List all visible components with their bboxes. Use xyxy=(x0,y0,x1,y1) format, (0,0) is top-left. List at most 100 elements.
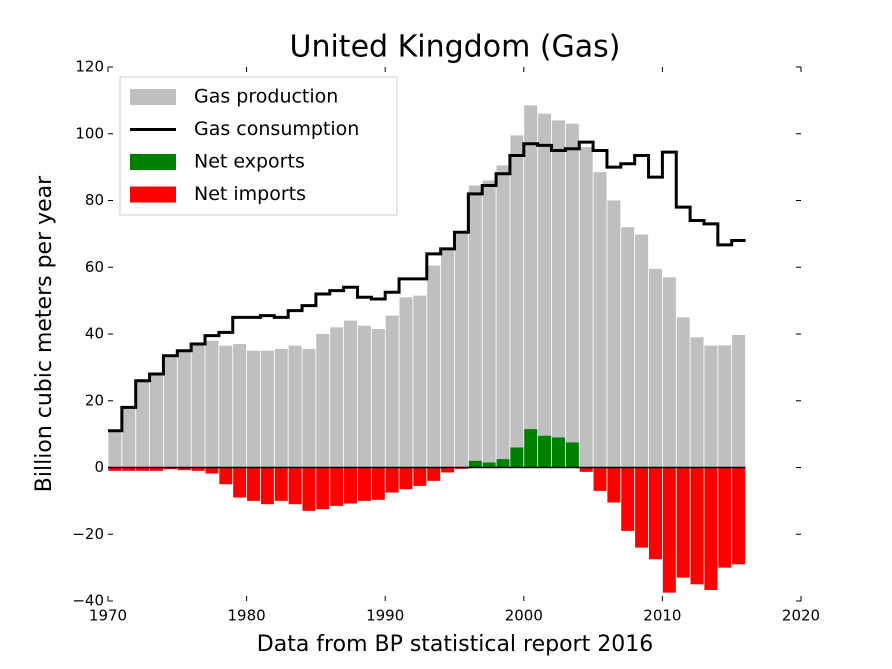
bar xyxy=(538,435,552,468)
legend-swatch xyxy=(130,186,176,203)
bar xyxy=(357,467,371,501)
bar xyxy=(233,467,247,498)
bar xyxy=(607,200,621,468)
x-tick-label: 2010 xyxy=(643,607,681,625)
legend-label: Net exports xyxy=(194,151,305,173)
bar xyxy=(247,467,261,501)
bar xyxy=(593,467,607,491)
bar xyxy=(191,344,205,468)
bar xyxy=(122,467,136,471)
bar xyxy=(413,295,427,468)
bar xyxy=(288,467,302,505)
bar xyxy=(149,374,164,468)
y-axis-label: Billion cubic meters per year xyxy=(32,175,57,492)
legend-swatch xyxy=(130,154,176,170)
bar xyxy=(551,437,565,468)
bar xyxy=(330,467,344,506)
x-tick-label: 2000 xyxy=(505,607,543,625)
bar xyxy=(496,165,510,468)
bar xyxy=(635,467,649,548)
bar xyxy=(635,234,649,468)
bar xyxy=(385,315,399,468)
bar xyxy=(496,459,510,468)
bar xyxy=(718,467,732,568)
x-tick-label: 1980 xyxy=(228,607,266,625)
bar xyxy=(593,172,607,468)
y-tick-label: 40 xyxy=(85,325,104,343)
y-tick-label: 20 xyxy=(85,391,104,409)
x-tick-label: 2020 xyxy=(782,607,820,625)
bar xyxy=(510,447,524,468)
bar xyxy=(177,467,191,471)
bar xyxy=(676,467,690,578)
bar xyxy=(648,467,662,560)
y-tick-label: 80 xyxy=(85,191,104,209)
bar xyxy=(122,407,136,468)
bar xyxy=(565,123,579,468)
bar xyxy=(399,297,413,468)
bar xyxy=(413,467,427,486)
bar xyxy=(233,344,247,468)
y-tick-label: 60 xyxy=(85,258,104,276)
bar xyxy=(260,350,274,468)
bar xyxy=(551,120,565,468)
bar xyxy=(662,277,676,468)
bar xyxy=(621,467,635,531)
bar xyxy=(579,147,593,468)
bar xyxy=(662,467,676,593)
legend-label: Gas production xyxy=(194,86,338,108)
legend-label: Gas consumption xyxy=(194,118,359,140)
bar xyxy=(260,467,274,505)
legend: Gas production Gas consumption Net exports… xyxy=(119,76,398,216)
bar xyxy=(704,467,718,590)
bar xyxy=(441,467,455,473)
bar xyxy=(510,135,524,468)
bar xyxy=(163,467,177,470)
legend-label: Net imports xyxy=(194,183,306,205)
bar xyxy=(247,350,261,468)
y-tick-label: 100 xyxy=(75,124,104,142)
bar xyxy=(690,467,704,585)
bar xyxy=(371,328,385,468)
bar xyxy=(316,334,330,468)
bar xyxy=(482,462,496,468)
bar xyxy=(482,180,496,468)
y-tick-label: −40 xyxy=(72,592,104,610)
bar xyxy=(454,233,468,468)
bar xyxy=(302,467,316,511)
bar xyxy=(136,380,150,468)
bar xyxy=(538,113,552,468)
bar xyxy=(330,327,344,468)
y-tick-label: 120 xyxy=(75,58,104,76)
x-tick-label: 1990 xyxy=(366,607,404,625)
y-tick-label: −20 xyxy=(72,525,104,543)
bar xyxy=(344,467,358,504)
bar xyxy=(732,335,746,468)
bar xyxy=(302,349,316,468)
bar xyxy=(219,345,233,468)
bar xyxy=(524,105,538,468)
bar xyxy=(371,467,385,500)
bar xyxy=(732,467,746,565)
bar xyxy=(690,337,704,468)
bar xyxy=(648,268,662,468)
x-axis-label: Data from BP statistical report 2016 xyxy=(257,632,653,657)
bar xyxy=(399,467,413,490)
bar xyxy=(219,467,233,485)
bar xyxy=(676,317,690,468)
bar xyxy=(108,430,122,468)
bar xyxy=(191,467,205,471)
bar xyxy=(427,265,441,468)
bar xyxy=(579,467,593,472)
bar xyxy=(177,350,191,468)
bar xyxy=(621,227,635,468)
bar xyxy=(441,250,455,468)
legend-swatch xyxy=(130,89,176,105)
bar xyxy=(704,345,718,468)
bar xyxy=(385,467,399,493)
bar xyxy=(607,467,621,503)
bar xyxy=(274,349,288,468)
bar xyxy=(357,325,371,468)
chart-title: United Kingdom (Gas) xyxy=(290,30,621,65)
